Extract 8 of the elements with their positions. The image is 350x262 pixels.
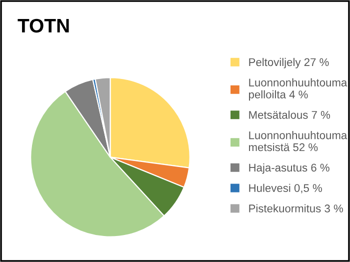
legend-label: Hulevesi 0,5 % [249,184,322,194]
chart-title: TOTN [18,18,69,33]
legend-label: Luonnonhuuhtouma pelloilta 4 % [248,78,348,101]
legend-label: Luonnonhuuhtouma metsistä 52 % [249,131,348,152]
legend-label: Metsätalous 7 % [249,110,330,119]
legend-label: Pistekuormitus 3 % [249,204,343,212]
legend-label: Haja-asutus 6 % [249,163,330,174]
legend-label: Peltoviljely 27 % [249,58,329,68]
